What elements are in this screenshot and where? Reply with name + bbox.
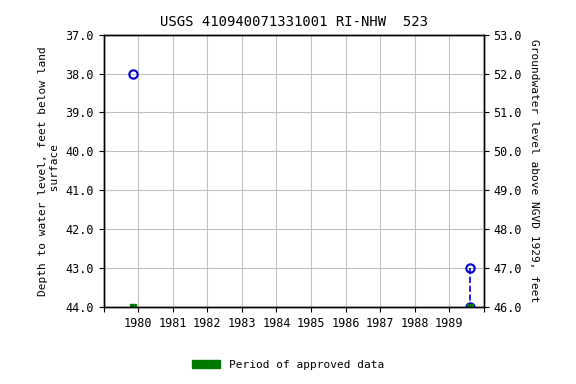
Legend: Period of approved data: Period of approved data	[188, 356, 388, 375]
Y-axis label: Depth to water level, feet below land
 surface: Depth to water level, feet below land su…	[38, 46, 60, 296]
Title: USGS 410940071331001 RI-NHW  523: USGS 410940071331001 RI-NHW 523	[160, 15, 428, 29]
Y-axis label: Groundwater level above NGVD 1929, feet: Groundwater level above NGVD 1929, feet	[529, 39, 539, 303]
